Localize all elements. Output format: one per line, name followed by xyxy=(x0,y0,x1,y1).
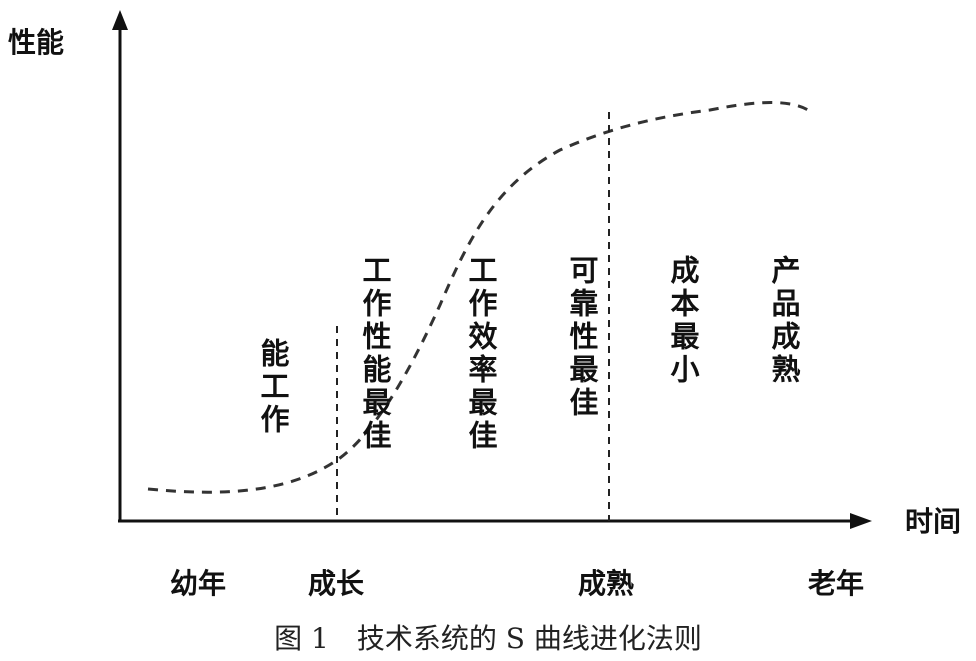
annotation-product-mature: 产品成熟 xyxy=(767,255,801,387)
annotation-best-performance: 工作性能最佳 xyxy=(358,255,392,453)
annotation-lowest-cost: 成本最小 xyxy=(666,255,700,387)
stage-label-infancy: 幼年 xyxy=(170,567,226,600)
y-axis-label: 性能 xyxy=(8,26,64,59)
x-axis-label: 时间 xyxy=(905,505,961,538)
annotation-best-reliability: 可靠性最佳 xyxy=(565,255,599,420)
stage-label-old-age: 老年 xyxy=(808,567,864,600)
figure-caption: 图 1 技术系统的 S 曲线进化法则 xyxy=(274,622,702,655)
stage-label-growth: 成长 xyxy=(308,567,364,600)
x-axis-arrowhead xyxy=(850,513,872,529)
s-curve xyxy=(147,101,809,494)
y-axis-arrowhead xyxy=(112,10,128,30)
stage-label-maturity: 成熟 xyxy=(578,567,634,600)
annotation-best-efficiency: 工作效率最佳 xyxy=(464,255,498,453)
annotation-works: 能工作 xyxy=(256,338,290,437)
